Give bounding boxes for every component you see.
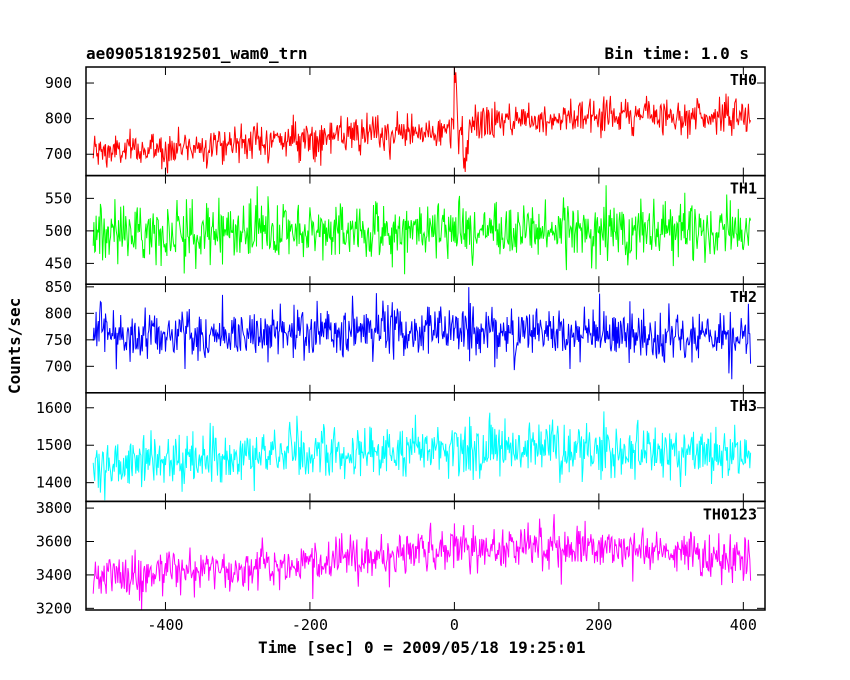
- panel-label-th0123: TH0123: [703, 505, 757, 523]
- y-tick-label: 550: [45, 189, 72, 207]
- series-line-th0123: [92, 514, 752, 610]
- x-tick-label: 0: [450, 616, 459, 634]
- y-tick-label: 700: [45, 357, 72, 375]
- y-tick-label: 800: [45, 110, 72, 128]
- panel-label-th2: TH2: [730, 288, 757, 306]
- x-tick-label: 400: [730, 616, 757, 634]
- series-line-th0: [92, 67, 752, 174]
- x-axis-label: Time [sec] 0 = 2009/05/18 19:25:01: [258, 638, 586, 657]
- plot-title-left: ae090518192501_wam0_trn: [86, 44, 308, 63]
- y-tick-label: 900: [45, 74, 72, 92]
- y-tick-label: 1400: [36, 474, 72, 492]
- plot-title-right: Bin time: 1.0 s: [604, 44, 750, 63]
- y-tick-label: 3800: [36, 499, 72, 517]
- y-tick-label: 700: [45, 145, 72, 163]
- panel-frame-th0123: [85, 500, 766, 611]
- y-tick-label: 3400: [36, 566, 72, 584]
- panel-label-th0: TH0: [730, 71, 757, 89]
- y-tick-label: 750: [45, 331, 72, 349]
- y-tick-label: 450: [45, 254, 72, 272]
- panel-label-th1: TH1: [730, 180, 757, 198]
- y-tick-label: 3600: [36, 532, 72, 550]
- y-tick-label: 1600: [36, 399, 72, 417]
- y-axis-label: Counts/sec: [5, 297, 24, 394]
- x-tick-label: -400: [147, 616, 183, 634]
- x-tick-label: 200: [585, 616, 612, 634]
- y-tick-label: 1500: [36, 436, 72, 454]
- y-tick-label: 800: [45, 304, 72, 322]
- y-tick-label: 3200: [36, 599, 72, 617]
- x-tick-label: -200: [292, 616, 328, 634]
- y-tick-label: 500: [45, 222, 72, 240]
- series-line-th1: [92, 185, 752, 275]
- panel-label-th3: TH3: [730, 397, 757, 415]
- series-line-th3: [92, 411, 752, 501]
- y-tick-label: 850: [45, 278, 72, 296]
- series-line-th2: [92, 287, 752, 380]
